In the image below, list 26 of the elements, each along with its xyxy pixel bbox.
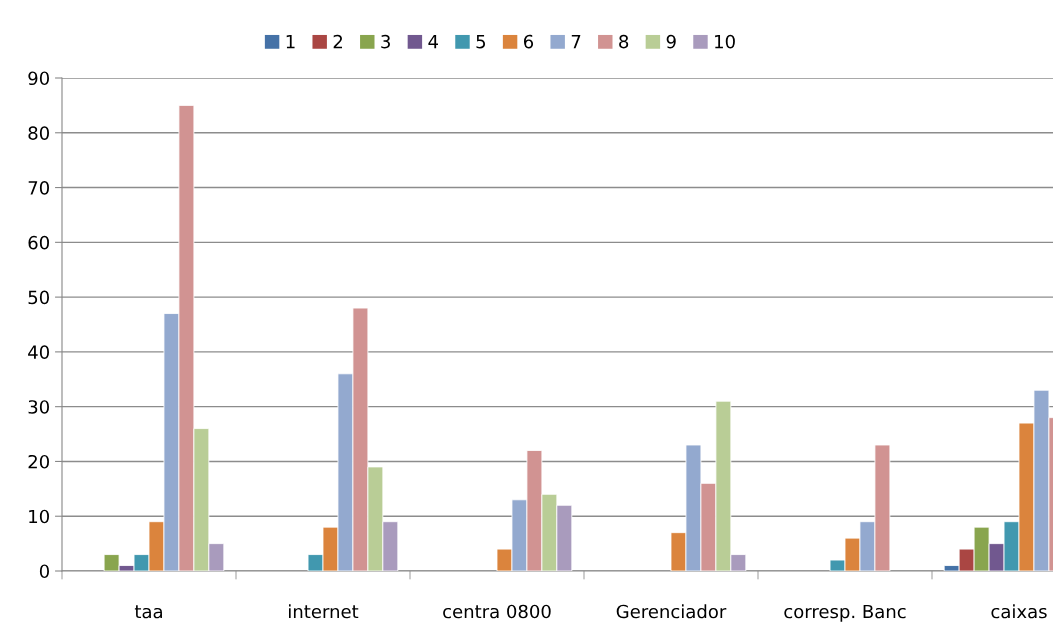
legend-label: 5 [476,34,486,49]
legend-label: 4 [428,34,438,49]
x-tick-label: taa [134,605,162,619]
x-tick-label: internet [289,604,359,619]
y-tick-label: 90 [28,71,49,86]
y-tick-label: 10 [29,509,49,524]
legend-label: 2 [333,34,343,49]
y-tick-label: 50 [28,290,49,305]
x-tick-label: Gerenciador [616,604,727,619]
y-tick-label: 40 [28,345,49,360]
y-tick-label: 20 [28,454,49,469]
y-tick-label: 30 [28,400,49,414]
legend-label: 8 [619,34,629,49]
legend-label: 1 [286,34,295,49]
x-tick-label: centra 0800 [443,604,551,619]
y-tick-label: 80 [28,126,49,140]
y-tick-label: 60 [28,235,49,250]
legend-label: 7 [571,34,581,49]
y-tick-label: 0 [39,564,49,579]
x-tick-label: corresp. Banc [784,604,906,622]
legend-label: 10 [715,34,735,49]
y-tick-label: 70 [28,181,49,195]
legend-label: 9 [666,34,676,49]
legend-label: 6 [523,34,534,49]
x-tick-label: caixas [991,604,1047,619]
legend-label: 3 [381,34,390,49]
